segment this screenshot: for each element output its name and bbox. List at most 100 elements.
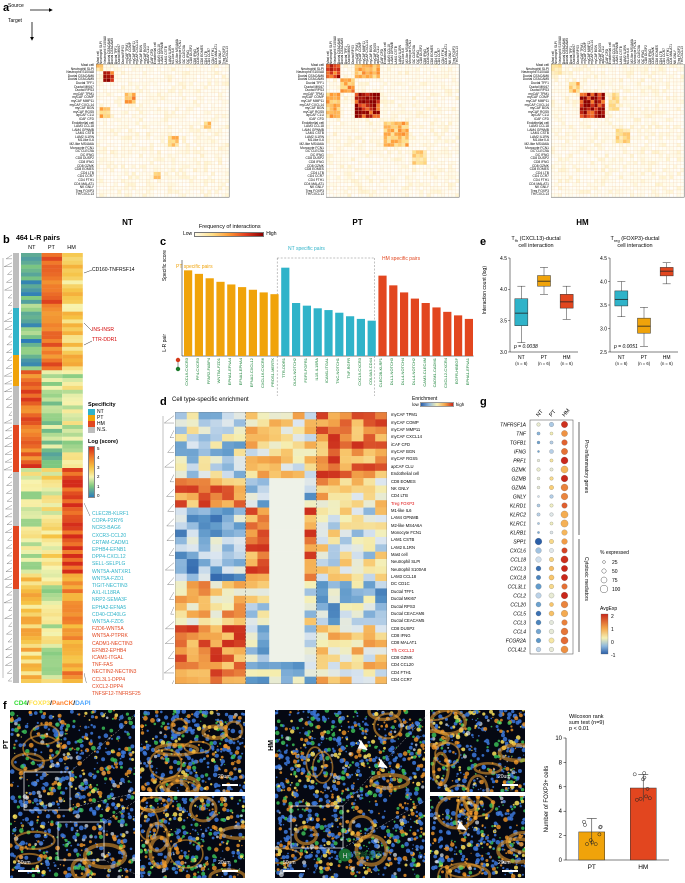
scalebar-label: 50um xyxy=(283,860,296,866)
dot xyxy=(549,566,554,571)
heatmap-title-nt: NT xyxy=(122,218,133,227)
dot xyxy=(536,422,541,427)
dot xyxy=(560,627,569,636)
bar xyxy=(464,318,473,356)
scalebar-label: 20um xyxy=(498,860,511,866)
group-label-pt: PT specific pairs xyxy=(176,264,213,270)
group-label-nt: NT specific pairs xyxy=(288,246,325,252)
cell-type-label: Ductal CEACAM5 xyxy=(391,618,425,624)
row-label: Ductal CEACAM6 xyxy=(297,73,324,78)
dot xyxy=(560,645,569,654)
lr-pair-label: TNF-FAS xyxy=(92,662,113,669)
colorbar-high: High xyxy=(266,231,277,237)
cell-type-label: Ductal CEACAM6 xyxy=(391,610,425,616)
colorbar-title: Frequency of interactions xyxy=(198,224,261,230)
lr-pair-tick: CAM3-CLEC4M xyxy=(421,358,427,387)
scalebar-label: 20um xyxy=(218,860,231,866)
dot xyxy=(534,538,542,546)
row-label: apCAF CLU xyxy=(531,113,549,118)
lr-pair-label: WNT5A-PTPRK xyxy=(92,633,128,640)
row-label: Neutrophil S100A8 xyxy=(296,70,324,75)
dot xyxy=(561,475,568,482)
dot xyxy=(561,538,568,545)
row-label: LAM2 IL1RN xyxy=(75,134,94,139)
dot xyxy=(560,636,569,645)
cell-type-label: myCAF MMP11 xyxy=(391,427,421,433)
panel-a-letter: a xyxy=(3,2,10,14)
panel-c-ylabel: Specific score xyxy=(162,250,168,282)
row-label: Ductal TFF1 xyxy=(75,80,94,85)
col-header-hm: HM xyxy=(67,245,76,251)
dot xyxy=(561,502,568,509)
row-label: LAM1 CSTB xyxy=(305,131,324,136)
dot xyxy=(536,467,541,472)
dot xyxy=(536,647,541,652)
dot xyxy=(561,430,568,437)
dot xyxy=(549,512,554,517)
channel-panck: PanCK xyxy=(51,700,74,707)
cell-type-label: M1-like IL6 xyxy=(391,507,412,513)
row-label: myCAF BGN xyxy=(529,106,549,111)
annotation-label: INS-INSR xyxy=(92,327,114,333)
box xyxy=(637,317,651,334)
dot xyxy=(549,467,554,472)
dot xyxy=(549,449,554,454)
dot xyxy=(535,628,542,635)
row-label: CD4 MALAT1 xyxy=(73,181,94,186)
micrograph-pt xyxy=(10,710,135,878)
dot xyxy=(549,440,554,445)
score-tick-1: 1 xyxy=(97,483,100,489)
row-label: CD8 EOMES xyxy=(529,167,549,172)
row-label: myCAF CXCL14 xyxy=(69,102,94,107)
legend-nt: NT xyxy=(97,409,104,415)
row-label: NK GNLY xyxy=(79,185,94,190)
row-label: Neutrophil SLPI xyxy=(300,66,324,71)
row-label: CD4 MALAT1 xyxy=(528,181,549,186)
row-label: apCAF CLU xyxy=(76,113,94,118)
panel-b-letter: b xyxy=(3,234,10,246)
row-label: CD8 DUSP2 xyxy=(305,156,324,161)
row-label: M2-like MS4A6A xyxy=(69,142,94,147)
row-label: M1-like IL6 xyxy=(307,138,324,143)
cell-type-label: CD4 CCL20 xyxy=(391,662,414,668)
row-label: CD4 LTB xyxy=(310,170,324,175)
cell-type-label: LAM2 IL1RN xyxy=(391,544,415,550)
dot xyxy=(549,431,554,436)
lr-pair-label: SELL-SELPLG xyxy=(92,561,126,568)
row-label: DC CLEC9A xyxy=(530,149,549,154)
channel-cd4: CD4 xyxy=(14,700,28,707)
specificity-title: Specificity xyxy=(88,402,116,408)
bar xyxy=(400,292,409,356)
cell-type-label: CD8 GZMK xyxy=(391,654,413,660)
panel-e-title-1: Tfh (CXCL13)-ductal cell interaction xyxy=(490,236,582,249)
dot xyxy=(535,565,542,572)
lr-pair-tick: FGF5-FGFR1 xyxy=(302,358,308,383)
scalebar-label: 50um xyxy=(18,860,31,866)
row-label: CD4 FTH1 xyxy=(533,178,549,182)
cell-type-label: Ductal MKI67 xyxy=(391,596,417,602)
panel-e-letter: e xyxy=(480,236,487,248)
annotation-label: CD160-TNFRSF14 xyxy=(92,267,135,273)
dot xyxy=(535,547,542,554)
bar xyxy=(302,305,311,356)
dot xyxy=(549,602,554,607)
row-label: Endothelial cell xyxy=(301,120,324,125)
bar xyxy=(292,303,301,356)
box xyxy=(614,290,629,307)
panel-b: b 464 L-R pairs NT PT HM CD160-TNFRSF14 I… xyxy=(0,234,160,704)
lr-pair-tick: DLL1-NOTCH3 xyxy=(389,358,395,386)
lr-pair-tick: EFNA1-EPHA4 xyxy=(238,358,243,386)
lr-pair-label: COPA-P2RY6 xyxy=(92,518,124,525)
lr-pair-tick: TTR-DDR1 xyxy=(281,358,287,378)
row-label: myCAF TPM1 xyxy=(528,91,549,96)
row-label: DC IFNG xyxy=(80,152,94,157)
bar xyxy=(356,318,365,356)
channel-legend: CD4/FOXP3/PanCK/DAPI xyxy=(14,700,91,707)
dot xyxy=(560,519,569,528)
row-label: Monocyte FCN1 xyxy=(525,145,549,150)
dot xyxy=(561,547,568,554)
row-label: DC CLEC9A xyxy=(75,149,94,154)
lr-pair-tick: EPHA1-EFNA1 xyxy=(464,358,470,386)
row-label: Treg FOXP3 xyxy=(75,188,94,193)
cell-type-label: apCAF CLU xyxy=(391,463,414,469)
